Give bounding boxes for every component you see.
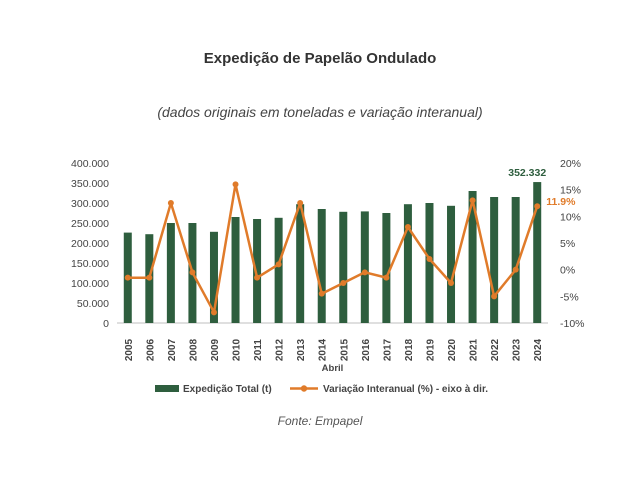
- series-line: [127, 183, 539, 314]
- y-left-tick-label: 50.000: [77, 298, 109, 310]
- y-left-tick-label: 300.000: [71, 198, 109, 210]
- bar: [253, 219, 262, 323]
- source-note: Fonte: Empapel: [277, 414, 363, 428]
- bar: [511, 197, 520, 323]
- line-point: [275, 261, 282, 268]
- line-point: [512, 266, 519, 273]
- x-tick-label: 2012: [275, 338, 286, 361]
- x-tick-label: 2006: [145, 338, 156, 361]
- legend-line-marker: [300, 385, 308, 392]
- y-right-tick-label: 10%: [560, 211, 581, 223]
- y-left-tick-label: 0: [103, 318, 109, 330]
- x-tick-label: 2014: [318, 338, 329, 361]
- bar: [490, 197, 499, 323]
- bar: [339, 211, 348, 323]
- x-tick-label: 2011: [253, 339, 264, 361]
- bar: [231, 217, 240, 323]
- y-right-tick-label: 20%: [560, 158, 581, 170]
- legend-bar-swatch: [155, 385, 179, 392]
- line-point: [254, 274, 261, 281]
- line-point: [491, 293, 498, 300]
- y-left-tick-label: 100.000: [71, 278, 109, 290]
- bar: [209, 231, 218, 323]
- line-point: [318, 290, 325, 297]
- bar: [403, 204, 412, 323]
- bar: [533, 182, 542, 323]
- line-point: [210, 309, 217, 316]
- bar: [360, 211, 369, 323]
- y-right-tick-label: -10%: [560, 318, 585, 330]
- chart-subtitle: (dados originais em toneladas e variação…: [157, 104, 483, 120]
- line-point: [189, 269, 196, 276]
- y-left-tick-label: 150.000: [71, 258, 109, 270]
- legend-bar-label: Expedição Total (t): [183, 384, 272, 395]
- line-point: [146, 274, 153, 281]
- line-point: [361, 269, 368, 276]
- y-right-tick-label: 5%: [560, 238, 575, 250]
- x-tick-label: 2019: [425, 338, 436, 361]
- line-point: [124, 274, 131, 281]
- line-point: [534, 203, 541, 210]
- y-left-tick-label: 200.000: [71, 238, 109, 250]
- x-tick-label: 2013: [296, 338, 307, 361]
- y-right-tick-label: -5%: [560, 291, 579, 303]
- chart-title: Expedição de Papelão Ondulado: [203, 50, 437, 67]
- bar: [468, 191, 477, 323]
- line-point: [167, 200, 174, 206]
- bar: [425, 203, 434, 323]
- line-data-label: 11.9%: [546, 196, 576, 208]
- x-tick-label: 2008: [188, 338, 199, 361]
- bar-data-label: 352.332: [508, 167, 546, 179]
- line-point: [232, 181, 239, 188]
- y-right-tick-label: 0%: [560, 265, 575, 277]
- line-point: [469, 197, 476, 204]
- x-tick-label: 2005: [124, 338, 135, 361]
- x-tick-label: 2010: [232, 338, 243, 361]
- x-tick-label: 2024: [533, 338, 544, 361]
- y-left-tick-label: 400.000: [71, 158, 109, 170]
- x-tick-label: 2007: [167, 338, 178, 361]
- x-tick-label: 2017: [382, 338, 393, 361]
- line-point: [426, 256, 433, 262]
- x-tick-label: 2021: [469, 338, 480, 361]
- line-point: [448, 280, 455, 286]
- legend-line-label: Variação Interanual (%) - eixo à dir.: [323, 384, 488, 395]
- bar: [166, 223, 175, 323]
- x-axis-label: Abril: [322, 363, 344, 374]
- line-point: [297, 200, 304, 206]
- bar: [274, 217, 283, 323]
- line-point: [404, 224, 411, 230]
- bar: [296, 204, 305, 323]
- y-right-tick-label: 15%: [560, 185, 581, 197]
- x-tick-label: 2020: [447, 338, 458, 361]
- x-tick-label: 2022: [490, 338, 501, 361]
- x-tick-label: 2016: [361, 338, 372, 361]
- x-tick-label: 2009: [210, 338, 221, 361]
- y-left-tick-label: 350.000: [71, 178, 109, 190]
- x-tick-label: 2018: [404, 338, 415, 361]
- bar: [447, 205, 456, 323]
- x-tick-label: 2015: [339, 338, 350, 361]
- line-point: [383, 274, 390, 281]
- bar: [317, 209, 326, 323]
- bar: [382, 213, 391, 323]
- x-tick-label: 2023: [512, 338, 523, 361]
- line-point: [340, 280, 347, 286]
- y-left-tick-label: 250.000: [71, 218, 109, 230]
